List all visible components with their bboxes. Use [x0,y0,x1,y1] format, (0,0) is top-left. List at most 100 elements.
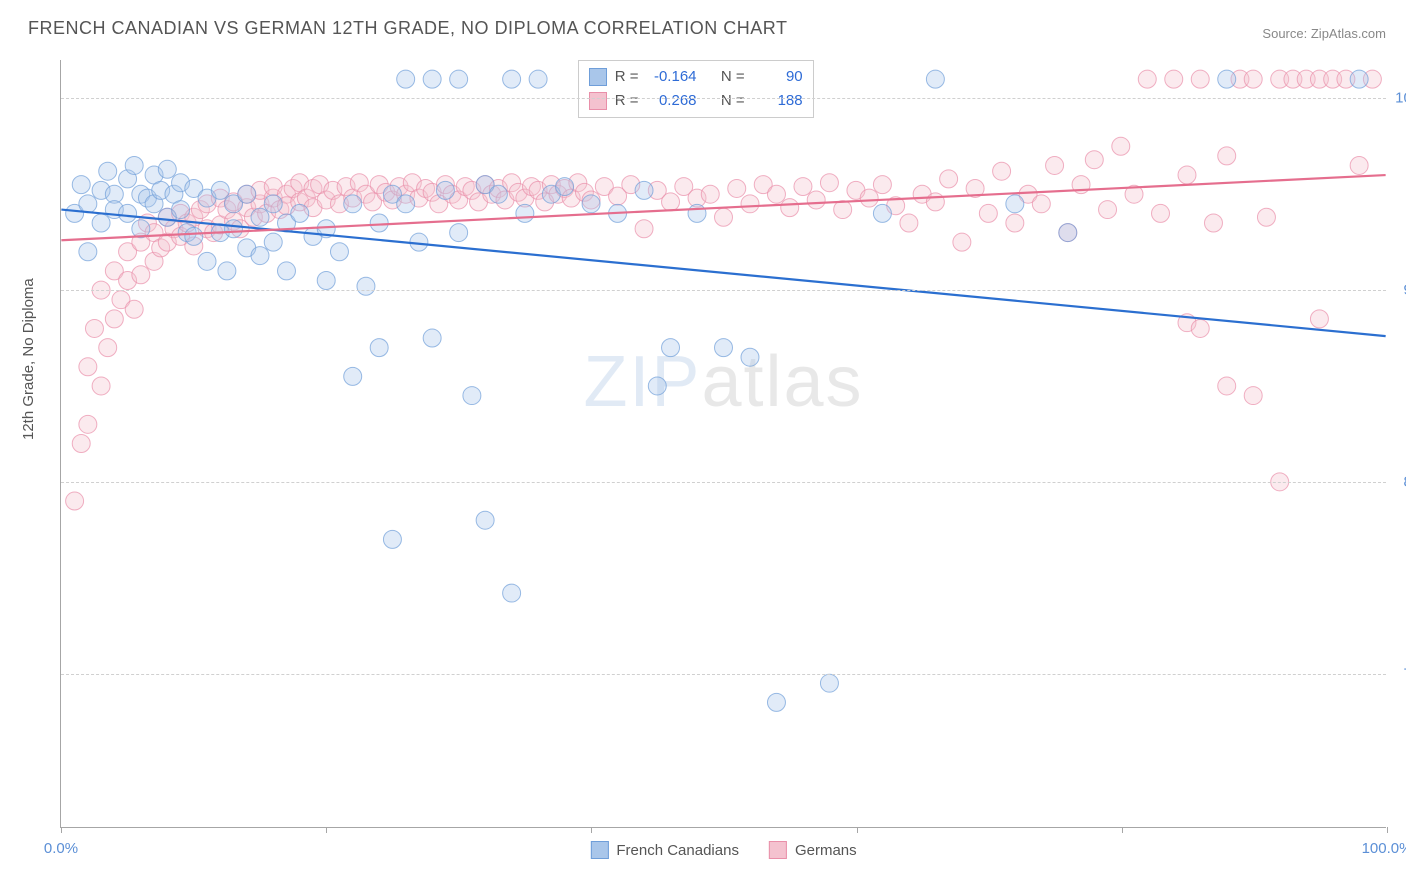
scatter-point [225,220,243,238]
scatter-point [79,243,97,261]
scatter-point [489,185,507,203]
scatter-point [198,252,216,270]
stats-row-series-1: R = 0.268 N = 188 [589,89,803,113]
scatter-point [688,204,706,222]
y-tick-label: 100.0% [1391,90,1406,107]
r-value-0: -0.164 [647,65,697,89]
r-value-1: 0.268 [647,89,697,113]
scatter-point [1350,70,1368,88]
scatter-point [728,179,746,197]
scatter-point [635,220,653,238]
n-value-0: 90 [753,65,803,89]
scatter-point [979,204,997,222]
scatter-point [423,329,441,347]
scatter-point [125,156,143,174]
scatter-point [529,70,547,88]
x-tick [61,827,62,833]
swatch-series-0 [589,68,607,86]
n-value-1: 188 [753,89,803,113]
x-tick [857,827,858,833]
n-label-1: N = [721,89,745,113]
swatch-series-1 [589,92,607,110]
bottom-legend: French Canadians Germans [590,841,856,859]
scatter-point [251,208,269,226]
scatter-point [264,233,282,251]
source-link[interactable]: ZipAtlas.com [1311,26,1386,41]
n-label-0: N = [721,65,745,89]
scatter-point [873,176,891,194]
scatter-point [860,189,878,207]
x-tick [1387,827,1388,833]
scatter-point [476,511,494,529]
scatter-point [926,193,944,211]
x-tick [326,827,327,833]
scatter-point [715,339,733,357]
scatter-point [1178,166,1196,184]
scatter-point [1218,70,1236,88]
x-tick-label-left: 0.0% [44,840,78,857]
scatter-point [158,160,176,178]
scatter-point [79,358,97,376]
x-tick [1122,827,1123,833]
y-tick-label: 90.0% [1391,282,1406,299]
x-tick-label-right: 100.0% [1362,840,1406,857]
scatter-point [1218,377,1236,395]
scatter-point [344,367,362,385]
legend-item-0: French Canadians [590,841,739,859]
scatter-point [900,214,918,232]
scatter-point [92,214,110,232]
scatter-point [1006,195,1024,213]
scatter-point [1191,70,1209,88]
scatter-point [662,339,680,357]
scatter-point [291,204,309,222]
scatter-point [1218,147,1236,165]
scatter-point [85,319,103,337]
trend-line [61,210,1385,337]
scatter-point [940,170,958,188]
scatter-point [926,70,944,88]
scatter-point [556,178,574,196]
scatter-point [185,227,203,245]
scatter-point [218,262,236,280]
source-label: Source: [1262,26,1307,41]
scatter-point [450,224,468,242]
scatter-point [317,272,335,290]
scatter-point [635,181,653,199]
scatter-point [99,162,117,180]
scatter-point [1257,208,1275,226]
scatter-point [1046,156,1064,174]
gridline-h [61,482,1386,483]
scatter-point [701,185,719,203]
scatter-point [397,70,415,88]
source-attribution: Source: ZipAtlas.com [1262,26,1386,41]
scatter-point [1032,195,1050,213]
x-tick [591,827,592,833]
scatter-point [264,195,282,213]
scatter-point [1006,214,1024,232]
scatter-point [807,191,825,209]
stats-row-series-0: R = -0.164 N = 90 [589,65,803,89]
scatter-point [767,185,785,203]
scatter-point [238,185,256,203]
scatter-point [251,247,269,265]
scatter-point [1244,387,1262,405]
y-tick-label: 80.0% [1391,474,1406,491]
scatter-point [125,300,143,318]
scatter-point [357,277,375,295]
scatter-point [132,266,150,284]
scatter-point [1099,201,1117,219]
legend-label-0: French Canadians [616,842,739,859]
scatter-point [648,377,666,395]
scatter-point [741,195,759,213]
scatter-point [503,584,521,602]
scatter-point [423,70,441,88]
scatter-point [397,195,415,213]
scatter-point [1191,319,1209,337]
scatter-point [344,195,362,213]
scatter-point [820,174,838,192]
scatter-point [1350,156,1368,174]
scatter-point [450,70,468,88]
legend-swatch-1 [769,841,787,859]
legend-label-1: Germans [795,842,857,859]
scatter-point [1152,204,1170,222]
